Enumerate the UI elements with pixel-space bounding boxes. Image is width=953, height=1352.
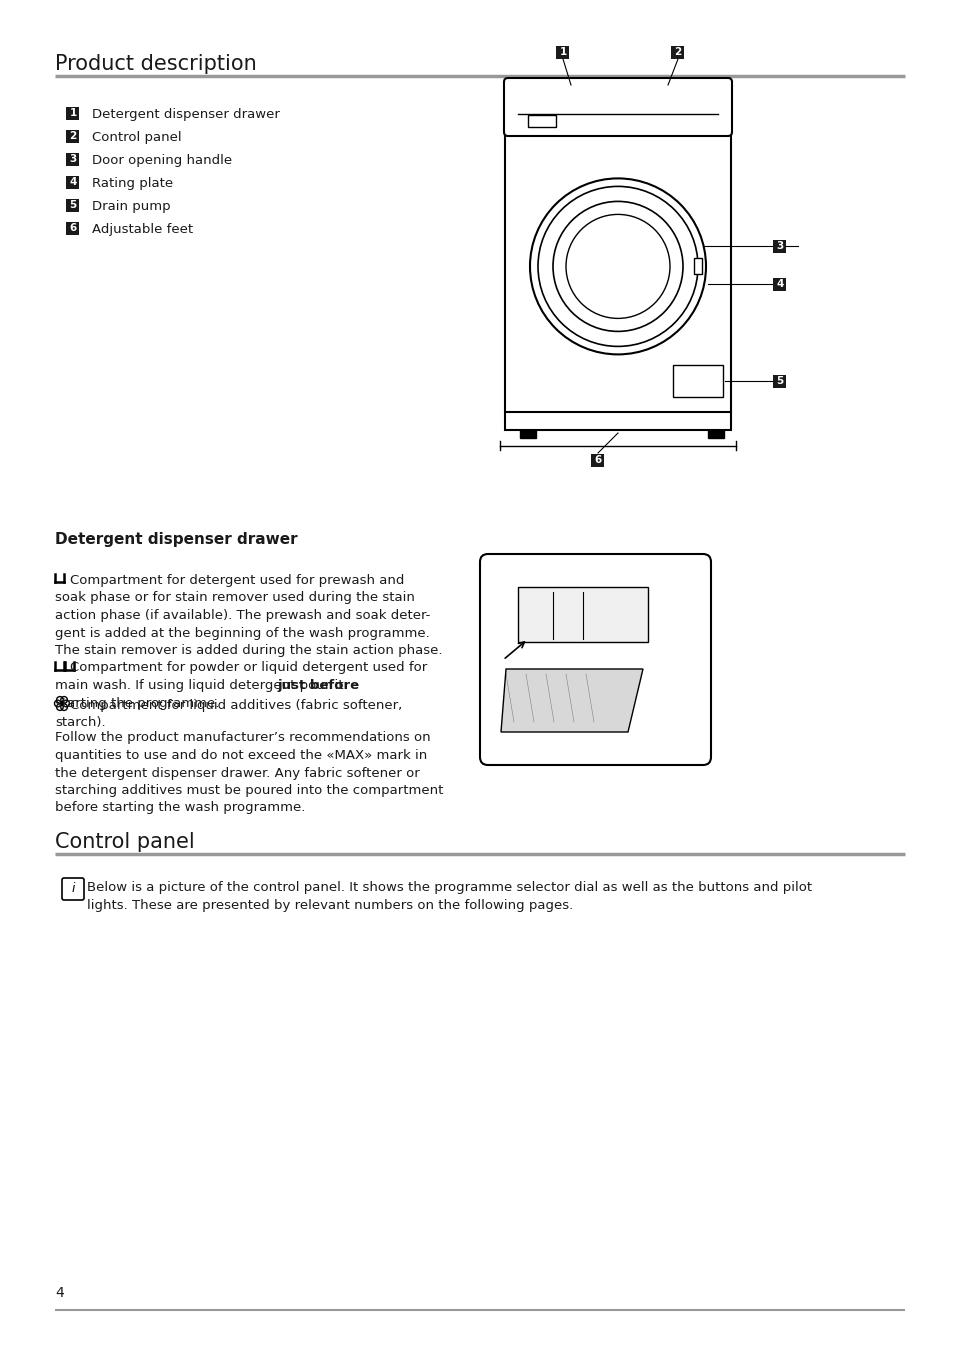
Text: gent is added at the beginning of the wash programme.: gent is added at the beginning of the wa… xyxy=(55,626,429,639)
Text: 5: 5 xyxy=(70,200,76,210)
Circle shape xyxy=(565,215,669,319)
Bar xyxy=(591,453,604,466)
Bar xyxy=(773,375,785,388)
Text: 5: 5 xyxy=(776,376,782,387)
Polygon shape xyxy=(500,669,642,731)
Bar xyxy=(67,107,79,119)
Circle shape xyxy=(60,702,64,704)
Text: before starting the wash programme.: before starting the wash programme. xyxy=(55,802,305,814)
Text: Compartment for detergent used for prewash and: Compartment for detergent used for prewa… xyxy=(70,575,404,587)
Bar xyxy=(504,412,730,430)
Bar xyxy=(519,430,536,438)
Text: Below is a picture of the control panel. It shows the programme selector dial as: Below is a picture of the control panel.… xyxy=(87,882,811,894)
Text: action phase (if available). The prewash and soak deter-: action phase (if available). The prewash… xyxy=(55,608,430,622)
Text: 6: 6 xyxy=(70,223,76,233)
FancyBboxPatch shape xyxy=(503,78,731,137)
Text: quantities to use and do not exceed the «MAX» mark in: quantities to use and do not exceed the … xyxy=(55,749,427,763)
Text: soak phase or for stain remover used during the stain: soak phase or for stain remover used dur… xyxy=(55,592,415,604)
Bar xyxy=(693,258,701,274)
Bar xyxy=(67,153,79,165)
Circle shape xyxy=(530,178,705,354)
Circle shape xyxy=(654,721,657,723)
Text: The stain remover is added during the stain action phase.: The stain remover is added during the st… xyxy=(55,644,442,657)
FancyBboxPatch shape xyxy=(504,128,730,415)
Text: just before: just before xyxy=(277,679,359,692)
Bar xyxy=(672,365,722,397)
Text: Compartment for powder or liquid detergent used for: Compartment for powder or liquid deterge… xyxy=(70,661,427,675)
Text: 6: 6 xyxy=(594,456,601,465)
Bar xyxy=(67,130,79,142)
Text: main wash. If using liquid detergent pour it: main wash. If using liquid detergent pou… xyxy=(55,679,348,692)
Text: Compartment for liquid additives (fabric softener,: Compartment for liquid additives (fabric… xyxy=(70,699,402,711)
Bar xyxy=(773,239,785,253)
Text: Adjustable feet: Adjustable feet xyxy=(91,223,193,237)
Text: 2: 2 xyxy=(674,47,680,57)
Bar xyxy=(67,176,79,188)
FancyBboxPatch shape xyxy=(62,877,84,900)
Text: Product description: Product description xyxy=(55,54,256,74)
Text: lights. These are presented by relevant numbers on the following pages.: lights. These are presented by relevant … xyxy=(87,899,573,911)
Text: Door opening handle: Door opening handle xyxy=(91,154,232,168)
Bar xyxy=(527,115,556,127)
Text: 1: 1 xyxy=(70,108,76,118)
Bar xyxy=(517,587,647,642)
Circle shape xyxy=(537,187,698,346)
Text: 3: 3 xyxy=(776,242,782,251)
Bar xyxy=(556,46,569,58)
FancyBboxPatch shape xyxy=(479,554,710,765)
Text: the detergent dispenser drawer. Any fabric softener or: the detergent dispenser drawer. Any fabr… xyxy=(55,767,419,780)
Text: Drain pump: Drain pump xyxy=(91,200,171,214)
Bar xyxy=(671,46,684,58)
Text: Rating plate: Rating plate xyxy=(91,177,172,191)
Text: 2: 2 xyxy=(70,131,76,141)
Text: Follow the product manufacturer’s recommendations on: Follow the product manufacturer’s recomm… xyxy=(55,731,430,745)
Text: 1: 1 xyxy=(558,47,566,57)
Text: starching additives must be poured into the compartment: starching additives must be poured into … xyxy=(55,784,443,796)
Text: Control panel: Control panel xyxy=(91,131,181,145)
Text: Detergent dispenser drawer: Detergent dispenser drawer xyxy=(91,108,279,120)
Text: 3: 3 xyxy=(70,154,76,164)
Text: 4: 4 xyxy=(55,1286,64,1301)
Text: 4: 4 xyxy=(776,280,782,289)
Text: starch).: starch). xyxy=(55,717,106,729)
Text: starting the programme.: starting the programme. xyxy=(55,696,219,710)
Bar xyxy=(67,199,79,211)
Bar xyxy=(773,279,785,291)
Bar xyxy=(707,430,723,438)
Circle shape xyxy=(553,201,682,331)
Text: i: i xyxy=(71,883,74,895)
Text: Control panel: Control panel xyxy=(55,831,194,852)
Bar xyxy=(67,222,79,234)
Text: 4: 4 xyxy=(70,177,76,187)
Text: Detergent dispenser drawer: Detergent dispenser drawer xyxy=(55,531,297,548)
